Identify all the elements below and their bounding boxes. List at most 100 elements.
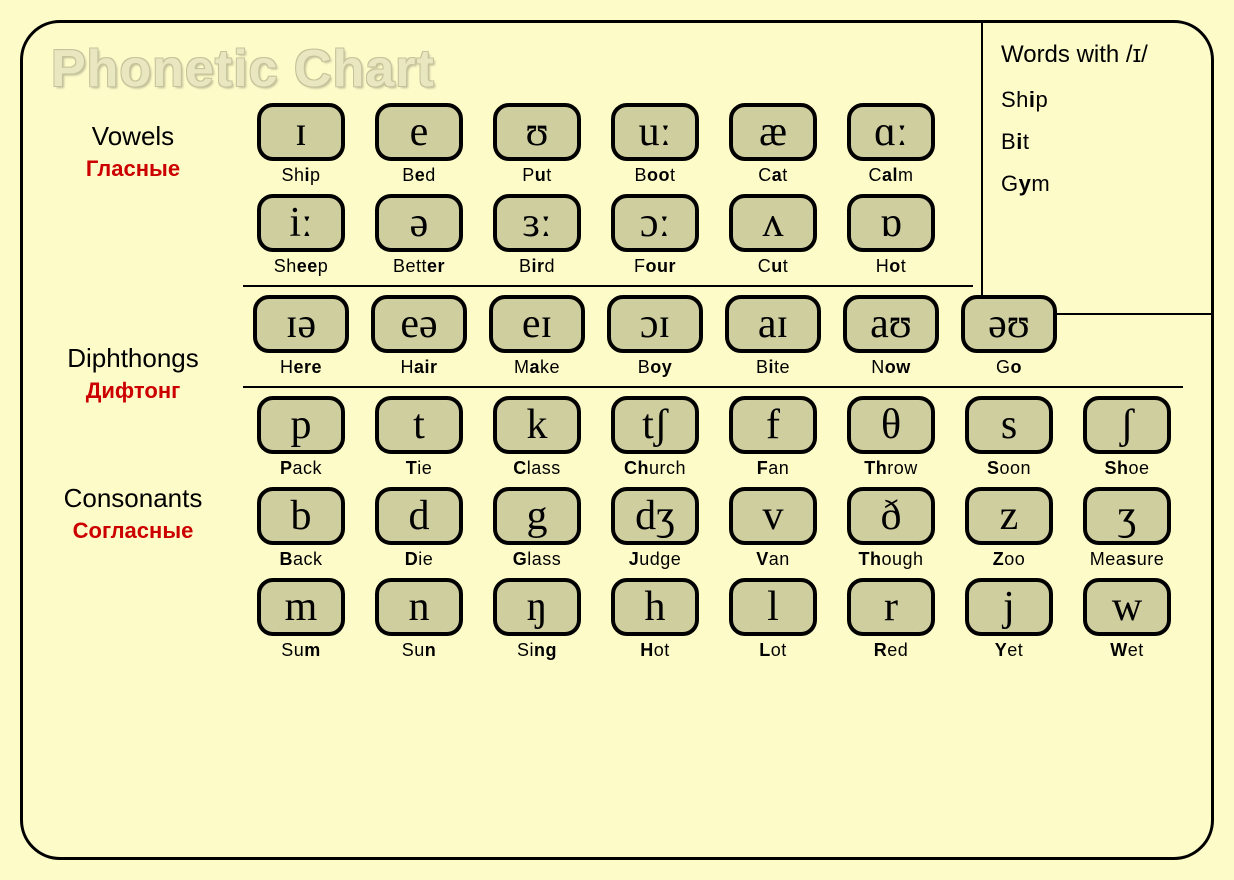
phoneme-key[interactable]: ʌ [729,194,817,252]
phoneme-cell: mSum [251,578,351,661]
phoneme-cell: aɪ Bite [723,295,823,378]
phoneme-cell: əBetter [369,194,469,277]
label-diphthongs-en: Diphthongs [23,343,243,374]
example-word: Boot [634,165,675,186]
phoneme-key[interactable]: r [847,578,935,636]
phoneme-key[interactable]: əʊ [961,295,1057,353]
phoneme-cell: ɔɪ Boy [605,295,705,378]
phoneme-cell: ɪə Here [251,295,351,378]
example-word: Wet [1110,640,1144,661]
example-word: Make [514,357,560,378]
phoneme-cell: e Bed [369,103,469,186]
example-word: Here [280,357,322,378]
phoneme-key[interactable]: s [965,396,1053,454]
example-word: Bird [519,256,555,277]
row-consonants-2: bBackdDiegGlassdʒJudgevVanðThoughzZooʒMe… [243,487,1203,570]
example-word: Red [874,640,909,661]
phoneme-cell: lLot [723,578,823,661]
phoneme-key[interactable]: d [375,487,463,545]
phoneme-key[interactable]: w [1083,578,1171,636]
phoneme-key[interactable]: p [257,396,345,454]
phoneme-cell: ɜː Bird [487,194,587,277]
phoneme-key[interactable]: ɑː [847,103,935,161]
phoneme-key[interactable]: ʊ [493,103,581,161]
example-word: Cut [758,256,789,277]
sidebar-heading: Words with /ɪ/ [1001,41,1195,69]
phoneme-key[interactable]: dʒ [611,487,699,545]
example-word: Bed [402,165,436,186]
phoneme-key[interactable]: ʃ [1083,396,1171,454]
phoneme-key[interactable]: e [375,103,463,161]
phoneme-key[interactable]: aʊ [843,295,939,353]
phoneme-key[interactable]: ə [375,194,463,252]
phoneme-key[interactable]: b [257,487,345,545]
divider-2 [243,386,1183,388]
phoneme-cell: pPack [251,396,351,479]
phoneme-key[interactable]: ʒ [1083,487,1171,545]
phoneme-key[interactable]: eə [371,295,467,353]
phoneme-key[interactable]: j [965,578,1053,636]
phoneme-key[interactable]: f [729,396,817,454]
label-consonants: Consonants Согласные [23,483,243,544]
chart-frame: Phonetic Chart Vowels Гласные Diphthongs… [20,20,1214,860]
phoneme-key[interactable]: ɜː [493,194,581,252]
phoneme-key[interactable]: ð [847,487,935,545]
phoneme-key[interactable]: ɒ [847,194,935,252]
example-word: Hot [876,256,907,277]
phoneme-cell: ʒ Measure [1077,487,1177,570]
phoneme-cell: ŋSing [487,578,587,661]
phoneme-cell: eə Hair [369,295,469,378]
example-word: Hair [400,357,437,378]
example-word: Van [756,549,790,570]
example-word: Sheep [274,256,329,277]
example-word: Tie [406,458,433,479]
phoneme-key[interactable]: tʃ [611,396,699,454]
phoneme-cell: bBack [251,487,351,570]
example-word: Fan [757,458,790,479]
label-consonants-ru: Согласные [23,518,243,544]
phoneme-cell: sSoon [959,396,1059,479]
phoneme-cell: dʒJudge [605,487,705,570]
phoneme-key[interactable]: m [257,578,345,636]
phoneme-cell: æCat [723,103,823,186]
example-word: Die [405,549,434,570]
phoneme-key[interactable]: z [965,487,1053,545]
example-word: Bite [756,357,790,378]
phoneme-cell: ʊPut [487,103,587,186]
phoneme-key[interactable]: æ [729,103,817,161]
phoneme-key[interactable]: t [375,396,463,454]
phoneme-cell: uː Boot [605,103,705,186]
phoneme-cell: eɪ Make [487,295,587,378]
phoneme-key[interactable]: uː [611,103,699,161]
example-word: Hot [640,640,670,661]
phoneme-key[interactable]: ɔː [611,194,699,252]
phoneme-cell: iː Sheep [251,194,351,277]
phoneme-cell: h Hot [605,578,705,661]
phoneme-cell: zZoo [959,487,1059,570]
phoneme-key[interactable]: l [729,578,817,636]
example-word: Measure [1090,549,1165,570]
example-word: Now [871,357,911,378]
phoneme-key[interactable]: θ [847,396,935,454]
phoneme-key[interactable]: eɪ [489,295,585,353]
phoneme-cell: ʌ Cut [723,194,823,277]
example-word: Four [634,256,676,277]
phoneme-key[interactable]: g [493,487,581,545]
phoneme-key[interactable]: k [493,396,581,454]
example-word: Ship [281,165,320,186]
example-word: Boy [638,357,673,378]
phoneme-key[interactable]: h [611,578,699,636]
phoneme-cell: gGlass [487,487,587,570]
phoneme-key[interactable]: aɪ [725,295,821,353]
phoneme-key[interactable]: ɔɪ [607,295,703,353]
phoneme-key[interactable]: ɪ [257,103,345,161]
phoneme-key[interactable]: v [729,487,817,545]
phoneme-key[interactable]: n [375,578,463,636]
phoneme-cell: jYet [959,578,1059,661]
phoneme-key[interactable]: ɪə [253,295,349,353]
example-word: Church [624,458,686,479]
phoneme-key[interactable]: iː [257,194,345,252]
example-word: Class [513,458,561,479]
phoneme-grid: ɪShipeBedʊPutuːBootæCatɑːCalm iːSheepəBe… [243,103,1203,669]
phoneme-key[interactable]: ŋ [493,578,581,636]
